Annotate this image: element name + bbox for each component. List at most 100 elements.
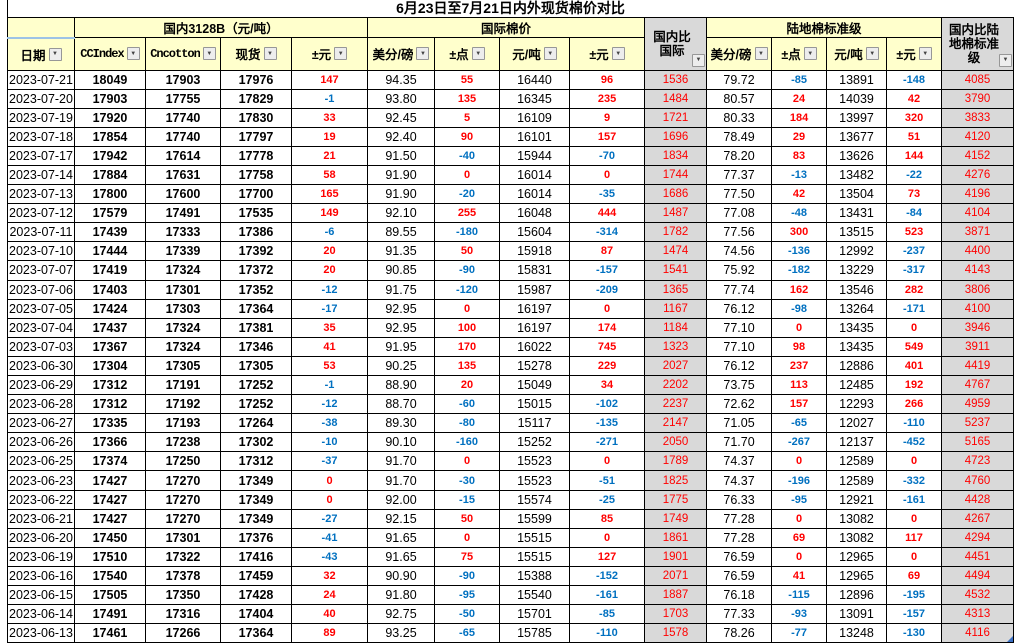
filter-dropdown-button[interactable]: ▼ <box>471 47 485 61</box>
filter-dropdown-button[interactable]: ▼ <box>918 47 932 61</box>
filter-dropdown-button[interactable]: ▼ <box>416 47 430 61</box>
cell-intl_yuan: 15944 <box>499 145 570 166</box>
cell-vs_intl: 2050 <box>644 432 708 453</box>
cell-up_cents: 75.92 <box>706 260 773 281</box>
cell-up_cents: 77.10 <box>706 317 773 338</box>
cell-cncotton: 17270 <box>145 489 221 510</box>
cell-intl_chg: -135 <box>568 413 646 434</box>
cell-up_yuan: 13677 <box>826 126 888 147</box>
cell-vs_up: 4723 <box>941 451 1015 472</box>
table-row: 2023-07-19 17920 17740 17830 33 92.45 5 16109 9 1… <box>7 107 1015 128</box>
cell-spot_chg: 147 <box>291 69 368 90</box>
filter-dropdown-button[interactable]: ▼ <box>543 47 557 61</box>
cell-date: 2023-07-05 <box>7 298 75 319</box>
cell-spot_chg: 53 <box>291 355 368 377</box>
cell-intl_pts: 5 <box>434 107 500 128</box>
cell-up_yuan: 13091 <box>826 604 888 625</box>
cell-intl_yuan: 16109 <box>499 107 570 128</box>
cell-date: 2023-07-06 <box>7 279 75 300</box>
cell-intl_yuan: 15523 <box>499 470 570 491</box>
cell-intl_chg: 127 <box>568 546 646 567</box>
cell-intl_cents: 92.95 <box>367 317 435 338</box>
cell-ccindex: 17461 <box>74 623 146 643</box>
cell-spot_chg: -17 <box>291 298 368 319</box>
group-header-upland: 陆地棉标准级 <box>706 17 943 38</box>
cell-vs_up: 4428 <box>941 489 1015 510</box>
cell-intl_yuan: 15515 <box>499 546 570 567</box>
cell-intl_chg: 0 <box>568 298 646 319</box>
table-row: 2023-06-26 17366 17238 17302 -10 90.10 -160 152… <box>7 432 1015 453</box>
cell-date: 2023-06-20 <box>7 527 75 548</box>
filter-dropdown-button[interactable]: ▼ <box>202 47 216 61</box>
cell-intl_cents: 94.35 <box>367 69 435 90</box>
filter-dropdown-button[interactable]: ▼ <box>126 47 140 61</box>
cell-spot: 17829 <box>220 88 292 109</box>
cell-intl_pts: -120 <box>434 279 500 300</box>
cell-up_cents: 77.56 <box>706 222 773 243</box>
cell-date: 2023-07-12 <box>7 203 75 224</box>
cell-cncotton: 17491 <box>145 203 221 224</box>
cell-up_pts: 300 <box>771 222 828 243</box>
cell-spot_chg: 24 <box>291 585 368 606</box>
cell-up_chg: 266 <box>886 394 943 415</box>
cell-up_cents: 76.18 <box>706 585 773 606</box>
cell-spot: 17364 <box>220 298 292 319</box>
cell-up_pts: -115 <box>771 585 828 606</box>
cell-ccindex: 17439 <box>74 222 146 243</box>
cell-up_pts: -196 <box>771 470 828 491</box>
cell-date: 2023-06-29 <box>7 374 75 396</box>
cell-cncotton: 17324 <box>145 336 221 357</box>
cell-up_pts: -48 <box>771 203 828 224</box>
column-header-intl-yuan: 元/吨 ▼ <box>499 37 570 71</box>
filter-dropdown-button[interactable]: ▼ <box>999 53 1013 67</box>
cell-vs_up: 4143 <box>941 260 1015 281</box>
cell-vs_intl: 1775 <box>644 489 708 510</box>
filter-dropdown-button[interactable]: ▼ <box>611 47 625 61</box>
cell-intl_cents: 91.65 <box>367 527 435 548</box>
filter-dropdown-button[interactable]: ▼ <box>263 47 277 61</box>
cell-spot: 17349 <box>220 470 292 491</box>
cell-ccindex: 17491 <box>74 604 146 625</box>
column-header-intl-points: ±点 ▼ <box>434 37 500 71</box>
cell-intl_pts: 135 <box>434 355 500 377</box>
cell-up_yuan: 13435 <box>826 317 888 338</box>
filter-dropdown-button[interactable]: ▼ <box>865 47 879 61</box>
cell-intl_cents: 90.10 <box>367 432 435 453</box>
cell-spot: 17976 <box>220 69 292 90</box>
cell-up_pts: 42 <box>771 184 828 205</box>
cell-up_chg: 0 <box>886 451 943 472</box>
cell-intl_pts: -20 <box>434 184 500 205</box>
filter-dropdown-button[interactable]: ▼ <box>754 47 768 61</box>
cell-intl_yuan: 15604 <box>499 222 570 243</box>
cell-intl_chg: 0 <box>568 164 646 186</box>
filter-dropdown-button[interactable]: ▼ <box>334 47 348 61</box>
cell-ccindex: 18049 <box>74 69 146 90</box>
cell-cncotton: 17301 <box>145 279 221 300</box>
cell-vs_intl: 1901 <box>644 546 708 567</box>
group-header-row: 国内3128B（元/吨） 国际棉价 国内比国际 ▼ 陆地棉标准级 国内比陆地棉标… <box>7 17 1015 71</box>
cell-up_yuan: 13431 <box>826 203 888 224</box>
table-row: 2023-06-29 17312 17191 17252 -1 88.90 20 15049 3… <box>7 374 1015 396</box>
cell-ccindex: 17419 <box>74 260 146 281</box>
cell-ccindex: 17800 <box>74 184 146 205</box>
cell-date: 2023-07-21 <box>7 69 75 90</box>
filter-dropdown-button[interactable]: ▼ <box>692 53 706 67</box>
cell-intl_pts: -180 <box>434 222 500 243</box>
cell-up_cents: 77.08 <box>706 203 773 224</box>
cell-intl_yuan: 15523 <box>499 451 570 472</box>
filter-dropdown-button[interactable]: ▼ <box>803 47 817 61</box>
cell-cncotton: 17270 <box>145 508 221 529</box>
cell-up_chg: -237 <box>886 241 943 262</box>
cell-spot: 17252 <box>220 394 292 415</box>
cell-vs_up: 3806 <box>941 279 1015 300</box>
cell-intl_chg: -314 <box>568 222 646 243</box>
filter-dropdown-button[interactable]: ▼ <box>48 47 62 61</box>
cell-up_cents: 71.05 <box>706 413 773 434</box>
cell-up_cents: 74.37 <box>706 470 773 491</box>
cell-spot: 17459 <box>220 565 292 587</box>
cell-up_cents: 76.12 <box>706 298 773 319</box>
cell-spot_chg: 20 <box>291 241 368 262</box>
cell-up_pts: 0 <box>771 546 828 567</box>
cell-vs_up: 3871 <box>941 222 1015 243</box>
cell-ccindex: 17540 <box>74 565 146 587</box>
